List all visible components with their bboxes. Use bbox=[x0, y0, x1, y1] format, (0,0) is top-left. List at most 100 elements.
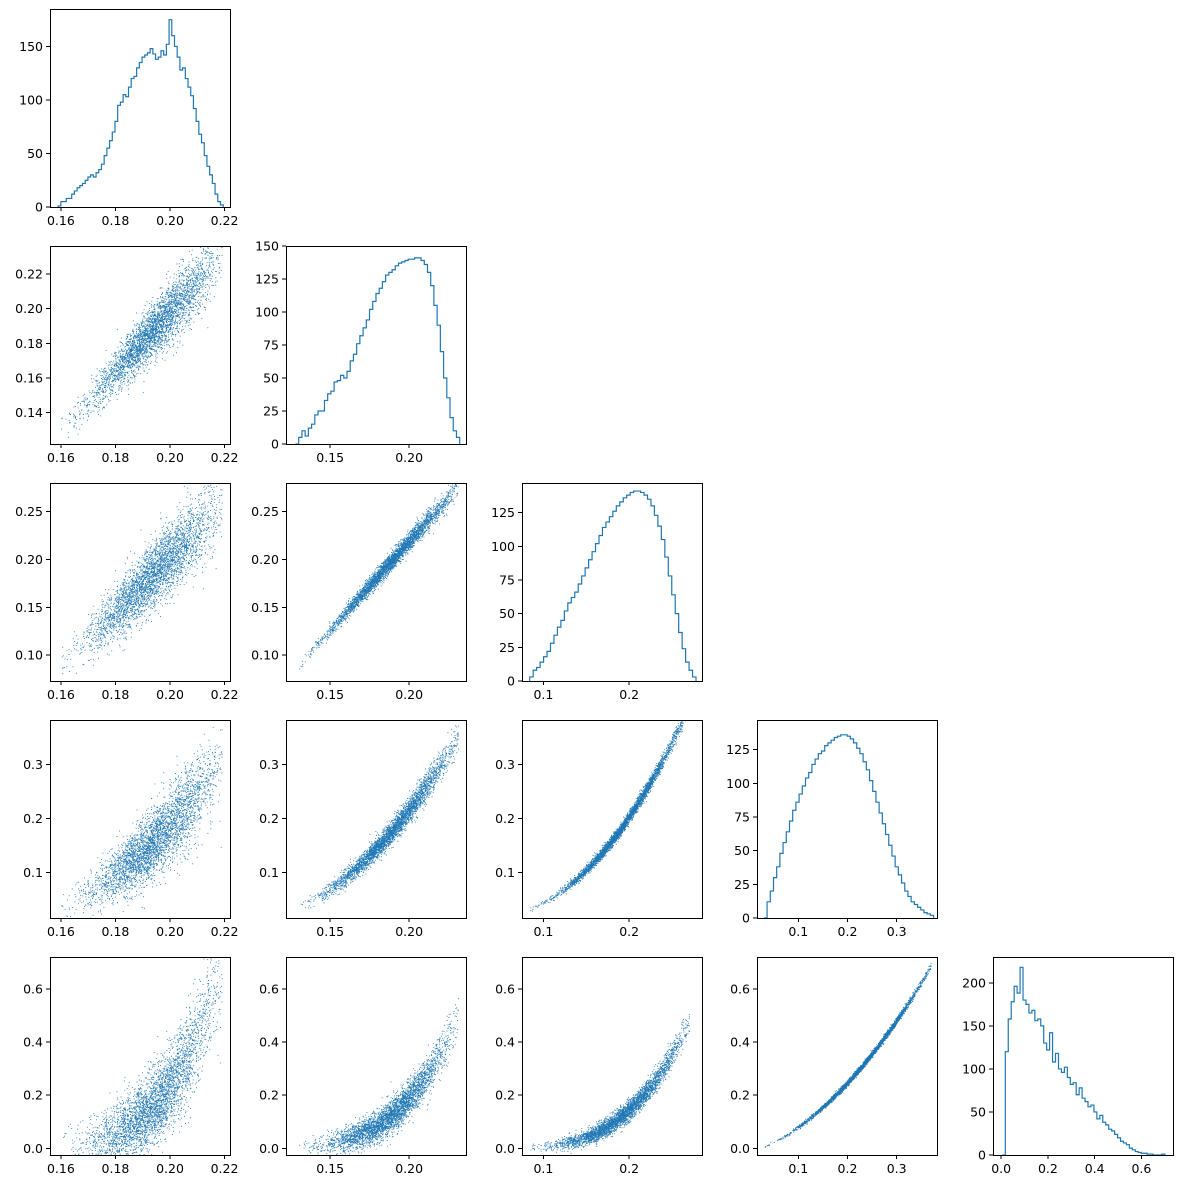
scatter-point bbox=[166, 307, 168, 308]
scatter-point bbox=[155, 336, 157, 338]
scatter-point bbox=[144, 330, 146, 332]
scatter-point bbox=[107, 642, 109, 644]
scatter-point bbox=[112, 355, 114, 357]
scatter-point bbox=[88, 659, 90, 661]
scatter-point bbox=[164, 308, 166, 310]
scatter-point bbox=[199, 302, 201, 303]
scatter-point bbox=[91, 374, 93, 376]
scatter-point bbox=[161, 328, 163, 330]
scatter-point bbox=[118, 375, 120, 376]
scatter-point bbox=[142, 320, 143, 322]
scatter-point bbox=[191, 277, 193, 279]
scatter-point bbox=[110, 372, 112, 374]
scatter-point bbox=[145, 362, 147, 363]
scatter-point bbox=[143, 370, 145, 372]
scatter-point bbox=[162, 316, 164, 318]
scatter-point bbox=[106, 404, 108, 406]
scatter-point bbox=[165, 316, 167, 318]
scatter-point bbox=[151, 335, 152, 337]
scatter-point bbox=[98, 613, 100, 615]
scatter-point bbox=[173, 551, 174, 552]
scatter-point bbox=[122, 368, 124, 370]
scatter-point bbox=[159, 325, 161, 327]
scatter-point bbox=[118, 351, 120, 353]
scatter-point bbox=[142, 610, 144, 612]
scatter-point bbox=[177, 287, 179, 289]
scatter-point bbox=[205, 278, 207, 279]
scatter-point bbox=[148, 325, 150, 327]
scatter-point bbox=[155, 324, 157, 326]
scatter-point bbox=[157, 561, 159, 563]
scatter-point bbox=[147, 341, 149, 342]
scatter-point bbox=[188, 535, 190, 537]
scatter-point bbox=[198, 283, 200, 285]
scatter-point bbox=[160, 307, 162, 309]
scatter-point bbox=[113, 618, 115, 619]
scatter-point bbox=[105, 376, 107, 378]
scatter-point bbox=[189, 301, 190, 303]
scatter-point bbox=[181, 296, 183, 297]
scatter-point bbox=[123, 588, 125, 590]
scatter-point bbox=[202, 257, 204, 259]
scatter-point bbox=[139, 359, 141, 361]
scatter-point bbox=[221, 234, 222, 235]
scatter-point bbox=[171, 571, 172, 573]
scatter-point bbox=[203, 248, 204, 250]
scatter-point bbox=[194, 274, 196, 276]
scatter-point bbox=[179, 321, 181, 323]
scatter-point bbox=[147, 314, 149, 316]
scatter-point bbox=[160, 556, 162, 558]
scatter-point bbox=[103, 370, 105, 372]
scatter-point bbox=[81, 409, 83, 411]
scatter-point bbox=[209, 252, 210, 254]
scatter-point bbox=[148, 368, 150, 370]
scatter-point bbox=[197, 274, 199, 276]
scatter-point bbox=[151, 346, 153, 348]
scatter-point bbox=[177, 530, 179, 532]
scatter-point bbox=[147, 588, 149, 590]
scatter-point bbox=[215, 568, 217, 570]
scatter-point bbox=[206, 252, 208, 254]
scatter-point bbox=[144, 346, 146, 348]
scatter-point bbox=[187, 309, 189, 311]
scatter-point bbox=[144, 604, 146, 606]
scatter-point bbox=[181, 305, 183, 307]
scatter-point bbox=[143, 346, 145, 348]
scatter-point bbox=[110, 624, 112, 626]
y-tick-label: 100 bbox=[255, 305, 279, 320]
scatter-point bbox=[69, 412, 70, 414]
scatter-point bbox=[134, 340, 135, 342]
scatter-point bbox=[176, 553, 178, 554]
scatter-point bbox=[156, 339, 158, 341]
scatter-point bbox=[203, 524, 205, 526]
scatter-point bbox=[126, 381, 128, 383]
scatter-point bbox=[193, 303, 195, 305]
scatter-point bbox=[201, 531, 203, 533]
scatter-point bbox=[153, 341, 155, 343]
scatter-point bbox=[205, 548, 207, 550]
scatter-point bbox=[66, 650, 68, 652]
scatter-point bbox=[182, 328, 184, 330]
scatter-point bbox=[149, 550, 151, 552]
scatter-point bbox=[162, 330, 163, 332]
scatter-point bbox=[152, 326, 154, 327]
scatter-point bbox=[184, 294, 186, 296]
scatter-point bbox=[159, 323, 161, 325]
scatter-point bbox=[87, 626, 89, 628]
scatter-point bbox=[142, 341, 144, 343]
scatter-point bbox=[173, 344, 175, 346]
scatter-point bbox=[203, 486, 205, 488]
scatter-point bbox=[189, 294, 191, 296]
scatter-point bbox=[105, 376, 107, 378]
scatter-point bbox=[170, 309, 172, 310]
scatter-point bbox=[183, 314, 185, 316]
scatter-point bbox=[185, 312, 187, 314]
y-tick-label: 150 bbox=[255, 239, 279, 254]
scatter-point bbox=[184, 296, 185, 298]
scatter-point bbox=[217, 497, 219, 499]
scatter-point bbox=[150, 337, 152, 339]
scatter-point bbox=[131, 354, 133, 356]
scatter-point bbox=[163, 590, 164, 592]
scatter-point bbox=[139, 333, 141, 335]
scatter-point bbox=[187, 505, 189, 507]
